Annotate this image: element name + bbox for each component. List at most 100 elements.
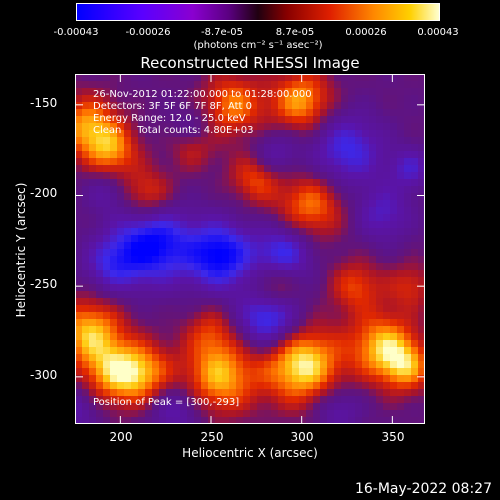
heatmap-cell: [271, 270, 279, 278]
heatmap-cell: [264, 207, 272, 215]
heatmap-cell: [390, 298, 398, 306]
heatmap-cell: [180, 165, 188, 173]
heatmap-cell: [355, 193, 363, 201]
heatmap-cell: [187, 312, 195, 320]
heatmap-cell: [194, 242, 202, 250]
heatmap-cell: [180, 298, 188, 306]
heatmap-cells: [75, 74, 425, 424]
heatmap-cell: [117, 326, 125, 334]
heatmap-cell: [82, 340, 90, 348]
heatmap-cell: [110, 249, 118, 257]
heatmap-cell: [334, 326, 342, 334]
heatmap-cell: [82, 228, 90, 236]
heatmap-cell: [334, 74, 342, 82]
heatmap-cell: [243, 403, 251, 411]
heatmap-cell: [292, 291, 300, 299]
heatmap-cell: [201, 235, 209, 243]
heatmap-cell: [187, 256, 195, 264]
heatmap-cell: [278, 277, 286, 285]
heatmap-cell: [131, 277, 139, 285]
heatmap-cell: [89, 340, 97, 348]
heatmap-cell: [362, 340, 370, 348]
heatmap-cell: [166, 256, 174, 264]
heatmap-cell: [278, 109, 286, 117]
heatmap-cell: [194, 207, 202, 215]
heatmap-cell: [243, 200, 251, 208]
heatmap-cell: [334, 340, 342, 348]
heatmap-cell: [173, 263, 181, 271]
heatmap-cell: [96, 347, 104, 355]
heatmap-cell: [82, 81, 90, 89]
heatmap-cell: [96, 207, 104, 215]
heatmap-cell: [173, 354, 181, 362]
heatmap-cell: [187, 291, 195, 299]
heatmap-cell: [306, 235, 314, 243]
heatmap-cell: [222, 389, 230, 397]
heatmap-cell: [138, 333, 146, 341]
heatmap-cell: [222, 200, 230, 208]
heatmap-cell: [138, 410, 146, 418]
heatmap-cell: [117, 403, 125, 411]
heatmap-cell: [271, 228, 279, 236]
heatmap-cell: [82, 214, 90, 222]
heatmap-cell: [271, 130, 279, 138]
heatmap-cell: [390, 389, 398, 397]
heatmap-cell: [89, 214, 97, 222]
heatmap-cell: [208, 389, 216, 397]
heatmap-cell: [341, 207, 349, 215]
heatmap-cell: [75, 291, 83, 299]
heatmap-cell: [334, 375, 342, 383]
heatmap-cell: [173, 165, 181, 173]
heatmap-cell: [320, 410, 328, 418]
heatmap-cell: [138, 235, 146, 243]
heatmap-cell: [75, 235, 83, 243]
heatmap-cell: [222, 361, 230, 369]
heatmap-cell: [243, 256, 251, 264]
heatmap-cell: [96, 375, 104, 383]
heatmap-cell: [138, 354, 146, 362]
heatmap-cell: [82, 221, 90, 229]
heatmap-cell: [341, 130, 349, 138]
heatmap-cell: [131, 165, 139, 173]
heatmap-cell: [390, 256, 398, 264]
heatmap-cell: [313, 88, 321, 96]
heatmap-cell: [75, 242, 83, 250]
heatmap-cell: [285, 340, 293, 348]
heatmap-cell: [341, 347, 349, 355]
heatmap-cell: [313, 130, 321, 138]
heatmap-cell: [110, 74, 118, 82]
heatmap-cell: [187, 396, 195, 404]
heatmap-cell: [103, 354, 111, 362]
heatmap-cell: [152, 375, 160, 383]
heatmap-cell: [257, 375, 265, 383]
heatmap-cell: [404, 123, 412, 131]
heatmap-cell: [131, 221, 139, 229]
heatmap-cell: [264, 403, 272, 411]
heatmap-cell: [103, 109, 111, 117]
heatmap-cell: [285, 284, 293, 292]
heatmap-cell: [194, 179, 202, 187]
heatmap-cell: [362, 137, 370, 145]
heatmap-cell: [299, 186, 307, 194]
heatmap-cell: [243, 368, 251, 376]
heatmap-cell: [236, 319, 244, 327]
heatmap-cell: [299, 284, 307, 292]
heatmap-cell: [264, 158, 272, 166]
heatmap-cell: [257, 305, 265, 313]
heatmap-cell: [152, 340, 160, 348]
heatmap-cell: [334, 109, 342, 117]
heatmap-cell: [208, 403, 216, 411]
heatmap-cell: [355, 389, 363, 397]
heatmap-cell: [383, 81, 391, 89]
heatmap-cell: [236, 200, 244, 208]
heatmap-cell: [320, 361, 328, 369]
heatmap-cell: [173, 228, 181, 236]
heatmap-cell: [180, 270, 188, 278]
heatmap-cell: [131, 102, 139, 110]
y-tick-label: -150: [30, 96, 58, 110]
heatmap-cell: [299, 319, 307, 327]
heatmap-cell: [257, 242, 265, 250]
heatmap-cell: [383, 186, 391, 194]
heatmap-cell: [271, 95, 279, 103]
heatmap-cell: [369, 375, 377, 383]
